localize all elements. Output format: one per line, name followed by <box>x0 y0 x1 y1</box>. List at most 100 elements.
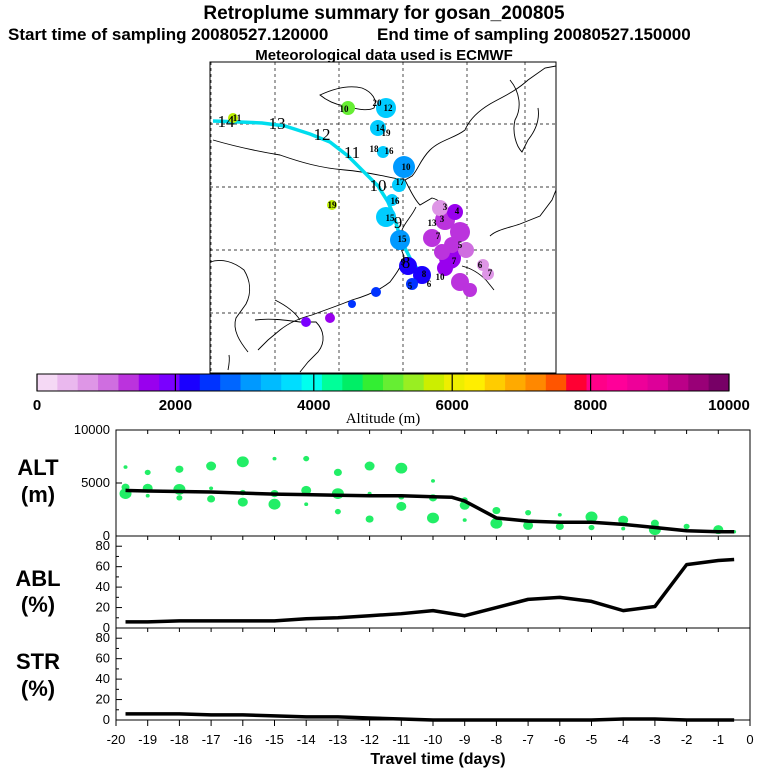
colorbar-cell <box>240 374 262 391</box>
str-panel-unit: (%) <box>21 676 55 701</box>
colorbar-cell <box>586 374 608 391</box>
altitude-spread-point <box>175 465 184 473</box>
cluster-day-label: 17 <box>396 177 406 187</box>
altitude-spread-point <box>683 523 690 530</box>
colorbar-cell <box>505 374 526 391</box>
cluster-day-label: 3 <box>443 202 448 212</box>
cluster-day-label: 7 <box>436 231 441 241</box>
plume-marker <box>386 194 398 206</box>
x-tick-label: -19 <box>138 732 157 747</box>
y-tick-label: 40 <box>96 671 110 686</box>
colorbar-cell <box>667 374 689 391</box>
y-tick-label: 20 <box>96 600 110 615</box>
x-tick-label: -1 <box>713 732 725 747</box>
x-tick-label: -12 <box>360 732 379 747</box>
plume-marker <box>301 317 311 327</box>
altitude-colorbar: 0 2000 4000 6000 8000 10000 Altitude (m) <box>33 373 750 427</box>
backtrack-day-label: 14 <box>218 112 236 131</box>
plume-marker <box>482 268 494 280</box>
y-tick-label: 0 <box>103 528 110 543</box>
cluster-day-label: 7 <box>452 256 457 266</box>
cluster-day-label: 15 <box>398 234 408 244</box>
altitude-spread-point <box>492 506 501 515</box>
altitude-spread-point <box>209 486 214 491</box>
x-tick-label: -7 <box>522 732 534 747</box>
plume-marker <box>447 204 463 220</box>
x-tick-label: -14 <box>297 732 316 747</box>
colorbar-cell <box>199 374 221 391</box>
colorbar-cell <box>423 374 445 391</box>
altitude-spread-point <box>490 517 503 529</box>
x-tick-label: -18 <box>170 732 189 747</box>
cluster-day-label: 5 <box>458 240 463 250</box>
y-tick-label: 40 <box>96 579 110 594</box>
plume-marker <box>348 300 356 308</box>
series-line-alt <box>125 488 735 534</box>
panel-frame <box>115 535 751 629</box>
altitude-spread-point <box>334 508 341 515</box>
x-tick-label: -16 <box>233 732 252 747</box>
x-tick-label: 0 <box>746 732 753 747</box>
colorbar-cell <box>444 374 465 391</box>
x-tick-label: -4 <box>617 732 629 747</box>
colorbar-cell <box>301 374 323 391</box>
altitude-spread-point <box>236 456 249 468</box>
colorbar-tick-label: 0 <box>33 397 41 414</box>
plume-marker <box>463 283 477 297</box>
y-tick-label: 5000 <box>81 475 110 490</box>
colorbar-cell <box>403 374 425 391</box>
plume-marker <box>432 200 448 216</box>
altitude-spread-point <box>431 479 435 483</box>
plume-marker <box>371 287 381 297</box>
altitude-spread-point <box>557 513 562 517</box>
plume-marker <box>376 207 396 227</box>
y-tick-label: 80 <box>96 630 110 645</box>
colorbar-cell <box>545 374 567 391</box>
x-tick-label: -10 <box>424 732 443 747</box>
plume-marker <box>370 120 386 136</box>
colorbar-cell <box>484 374 506 391</box>
series-line-abl <box>125 557 735 624</box>
altitude-spread-point <box>123 465 128 469</box>
altitude-spread-point <box>621 526 626 531</box>
y-tick-label: 10000 <box>74 422 110 437</box>
cluster-day-label: 18 <box>370 144 380 154</box>
plume-marker <box>228 113 238 123</box>
x-tick-label: -6 <box>554 732 566 747</box>
cluster-day-label: 13 <box>428 218 438 228</box>
altitude-spread-point <box>176 495 183 501</box>
colorbar-cell <box>57 374 79 391</box>
colorbar-cell <box>159 374 180 391</box>
altitude-spread-point <box>237 497 248 507</box>
cluster-day-label: 12 <box>384 103 394 113</box>
plume-marker <box>477 259 489 271</box>
altitude-spread-point <box>588 524 595 531</box>
altitude-spread-point <box>333 468 342 476</box>
x-tick-label: -3 <box>649 732 661 747</box>
colorbar-cell <box>383 374 404 391</box>
colorbar-cell <box>118 374 140 391</box>
x-tick-label: -5 <box>586 732 598 747</box>
colorbar-axis-label: Altitude (m) <box>346 411 421 427</box>
cluster-day-label: 3 <box>440 214 445 224</box>
cluster-day-label: 19 <box>382 128 392 138</box>
met-data-note: Meteorological data used is ECMWF <box>255 47 513 64</box>
plume-marker <box>393 156 415 178</box>
altitude-spread-point <box>523 520 534 530</box>
colorbar-cell <box>688 374 710 391</box>
cluster-day-label: 15 <box>386 213 396 223</box>
end-time: End time of sampling 20080527.150000 <box>377 25 691 44</box>
colorbar-cell <box>362 374 384 391</box>
altitude-spread-point <box>555 522 564 531</box>
alt-panel-unit: (m) <box>21 482 55 507</box>
altitude-spread-point <box>525 509 532 516</box>
x-tick-label: -2 <box>681 732 693 747</box>
colorbar-cell <box>77 374 99 391</box>
colorbar-cell <box>342 374 364 391</box>
plume-marker <box>390 230 410 250</box>
backtrack-day-label: 8 <box>402 253 411 272</box>
cluster-day-label: 6 <box>478 260 483 270</box>
backtrack-day-label: 12 <box>314 125 331 144</box>
x-tick-label: -9 <box>459 732 471 747</box>
colorbar-cell <box>220 374 242 391</box>
